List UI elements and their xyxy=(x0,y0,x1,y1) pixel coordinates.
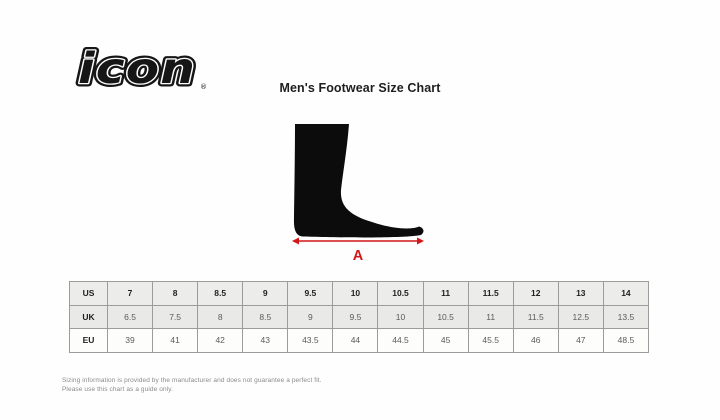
disclaimer-line-2: Please use this chart as a guide only. xyxy=(62,386,173,393)
size-cell: 10 xyxy=(332,281,379,306)
size-cell: 48.5 xyxy=(602,328,650,353)
icon-logo-graphic: icon icon ® xyxy=(75,41,208,93)
arrow-head-right xyxy=(417,237,424,245)
size-cell: 9.5 xyxy=(287,281,334,306)
size-cell: 10.5 xyxy=(377,281,424,306)
size-cell: 13 xyxy=(557,281,604,306)
disclaimer: Sizing information is provided by the ma… xyxy=(62,376,322,394)
disclaimer-line-1: Sizing information is provided by the ma… xyxy=(62,377,322,384)
logo-wordmark: icon xyxy=(78,44,196,92)
foot-silhouette-shape xyxy=(293,124,424,238)
size-cell: 11 xyxy=(467,304,514,329)
size-table-body: US 7 8 8.5 9 9.5 10 10.5 11 11.5 12 13 14 UK 6.5 7.5 8 8.… xyxy=(69,281,650,353)
size-cell: 43 xyxy=(242,328,289,353)
row-header-uk: UK xyxy=(69,304,108,329)
measurement-arrow xyxy=(292,237,424,245)
size-cell: 12 xyxy=(512,281,559,306)
size-cell: 9.5 xyxy=(332,304,379,329)
size-cell: 12.5 xyxy=(557,304,604,329)
size-cell: 7 xyxy=(106,281,154,306)
size-cell: 44 xyxy=(332,328,379,353)
measurement-label-a: A xyxy=(353,248,364,264)
page-title: Men's Footwear Size Chart xyxy=(279,81,441,95)
size-cell: 45 xyxy=(422,328,469,353)
size-cell: 43.5 xyxy=(287,328,334,353)
size-cell: 7.5 xyxy=(152,304,199,329)
size-cell: 14 xyxy=(602,281,650,306)
row-header-us: US xyxy=(69,281,108,306)
size-cell: 6.5 xyxy=(106,304,154,329)
size-cell: 11.5 xyxy=(467,281,514,306)
size-cell: 9 xyxy=(242,281,289,306)
size-cell: 47 xyxy=(557,328,604,353)
size-cell: 41 xyxy=(152,328,199,353)
logo-wordmark-outline: icon xyxy=(78,44,196,92)
size-cell: 11.5 xyxy=(512,304,559,329)
size-cell: 8 xyxy=(197,304,244,329)
size-cell: 45.5 xyxy=(467,328,514,353)
size-cell: 39 xyxy=(106,328,154,353)
size-cell: 44.5 xyxy=(377,328,424,353)
size-cell: 9 xyxy=(287,304,334,329)
size-cell: 11 xyxy=(422,281,469,306)
arrow-head-left xyxy=(292,237,299,245)
size-cell: 42 xyxy=(197,328,244,353)
size-row-us: US 7 8 8.5 9 9.5 10 10.5 11 11.5 12 13 14 xyxy=(69,281,650,306)
registered-trademark-symbol: ® xyxy=(200,83,207,91)
size-cell: 10.5 xyxy=(422,304,469,329)
size-table: US 7 8 8.5 9 9.5 10 10.5 11 11.5 12 13 14 UK 6.5 7.5 8 8.… xyxy=(69,281,650,353)
brand-logo: icon icon ® xyxy=(72,32,212,93)
size-cell: 13.5 xyxy=(602,304,650,329)
size-cell: 46 xyxy=(512,328,559,353)
foot-measurement-diagram: A xyxy=(289,120,427,268)
row-header-eu: EU xyxy=(69,328,108,353)
size-cell: 8 xyxy=(152,281,199,306)
size-cell: 8.5 xyxy=(242,304,289,329)
size-row-uk: UK 6.5 7.5 8 8.5 9 9.5 10 10.5 11 11.5 12.5 13.5 xyxy=(69,304,650,329)
size-cell: 10 xyxy=(377,304,424,329)
foot-diagram-graphic: A xyxy=(292,124,424,264)
size-row-eu: EU 39 41 42 43 43.5 44 44.5 45 45.5 46 47 48.5 xyxy=(69,328,650,353)
size-cell: 8.5 xyxy=(197,281,244,306)
